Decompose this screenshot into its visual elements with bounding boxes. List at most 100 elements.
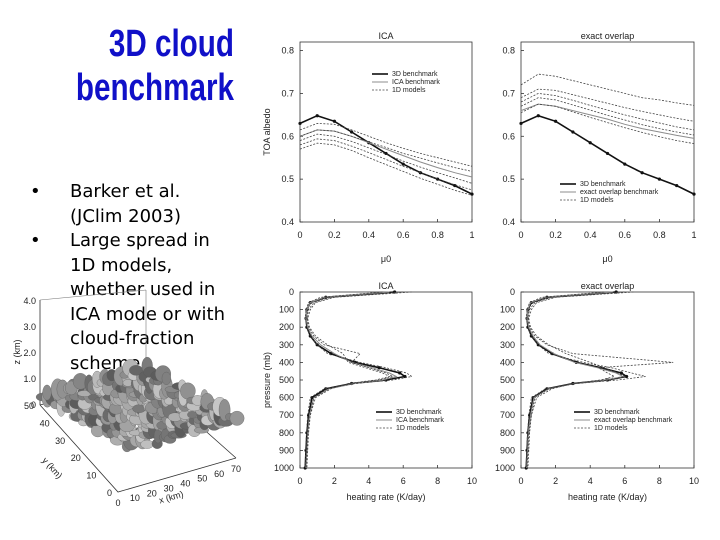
model-line-6 <box>299 138 473 191</box>
z-tick-label: 2.0 <box>23 348 36 358</box>
y-tick-label: 1000 <box>495 463 515 473</box>
y-axis-label: y (km) <box>40 455 64 480</box>
data-point <box>519 121 523 126</box>
cloud-field-3d-image: 0 1.0 2.0 3.0 4.0 z (km) 0 10 20 30 40 50 60 70 x (km)… <box>12 289 245 508</box>
x-tick-label: 6 <box>622 476 627 486</box>
x-tick-label: 0.2 <box>549 230 562 240</box>
y-tick-label: 1000 <box>274 463 294 473</box>
model-line-3 <box>305 291 404 469</box>
y-tick-label: 0 <box>107 488 112 498</box>
model-line-4 <box>525 291 646 469</box>
data-point <box>588 141 592 145</box>
y-tick-label: 0.6 <box>281 131 294 141</box>
x-tick-label: 0.6 <box>397 230 410 240</box>
series-line-ref <box>526 291 625 469</box>
y-tick-label: 400 <box>279 357 294 367</box>
chart-panels: 0 0.2 0.4 0.6 0.8 1 0.4 0.5 0.6 0.7 0.8 ICA μ0 TOA al… <box>262 31 699 502</box>
cloud-blob <box>161 371 172 385</box>
model-line-3 <box>299 122 473 167</box>
x-tick-label: 4 <box>588 476 593 486</box>
x-tick-label: 6 <box>401 476 406 486</box>
y-tick-label: 400 <box>500 357 515 367</box>
model-line-3 <box>526 291 674 469</box>
x-tick-label: 0 <box>297 476 302 486</box>
data-point <box>436 177 440 181</box>
y-tick-label: 600 <box>279 393 294 403</box>
data-point <box>536 114 540 118</box>
y-tick-label: 0.7 <box>502 88 515 98</box>
y-tick-label: 0.4 <box>502 217 515 227</box>
y-tick-label: 0.7 <box>281 88 294 98</box>
data-point <box>298 121 302 126</box>
data-point <box>619 371 623 375</box>
cloud-blob <box>42 384 52 401</box>
x-axis-label: heating rate (K/day) <box>346 492 425 502</box>
y-tick-label: 0.4 <box>281 217 294 227</box>
legend-label: 1D models <box>594 425 628 432</box>
series-line-ref <box>520 103 695 139</box>
x-tick-label: 8 <box>657 476 662 486</box>
x-tick-label: 0 <box>297 230 302 240</box>
y-tick-label: 40 <box>40 418 50 428</box>
y-tick-label: 200 <box>279 322 294 332</box>
model-line-4 <box>299 129 473 172</box>
x-tick-label: 1 <box>691 230 696 240</box>
z-axis-label: z (km) <box>12 340 22 365</box>
x-tick-label: 50 <box>197 474 207 484</box>
data-point <box>332 119 336 123</box>
y-tick-label: 0.8 <box>281 46 294 56</box>
chart-panel-1: 0 0.2 0.4 0.6 0.8 1 0.4 0.5 0.6 0.7 0.8 ICA μ0 TOA al… <box>262 31 475 264</box>
data-point <box>623 162 627 166</box>
y-tick-label: 900 <box>279 445 294 455</box>
chart-panel-4: 0 2 4 6 8 1001002003004005006007008009001000e… <box>495 281 699 502</box>
model-line-5 <box>299 133 473 184</box>
y-tick-label: 100 <box>500 305 515 315</box>
z-tick-label: 1.0 <box>23 374 36 384</box>
y-tick-label: 0 <box>510 287 515 297</box>
x-tick-label: 4 <box>366 476 371 486</box>
legend-label: ICA benchmark <box>392 79 440 86</box>
model-line-3 <box>520 73 695 106</box>
y-tick-label: 700 <box>500 410 515 420</box>
y-tick-label: 0 <box>289 287 294 297</box>
data-point <box>315 114 319 118</box>
data-point <box>624 374 629 379</box>
legend-label: ICA benchmark <box>396 417 444 424</box>
y-tick-label: 0.6 <box>502 131 515 141</box>
x-tick-label: 10 <box>130 493 140 503</box>
data-point <box>692 192 696 196</box>
slide-title: 3D cloud benchmark <box>75 22 234 110</box>
x-tick-label: 0.4 <box>363 230 376 240</box>
data-point <box>571 130 575 134</box>
data-point <box>377 366 381 370</box>
x-tick-label: 60 <box>214 469 224 479</box>
data-point <box>398 371 402 375</box>
legend-label: 3D benchmark <box>594 409 640 416</box>
x-tick-label: 0.6 <box>619 230 632 240</box>
legend-label: 3D benchmark <box>392 71 438 78</box>
z-tick-label: 0 <box>31 400 36 410</box>
x-tick-label: 70 <box>231 464 241 474</box>
y-tick-label: 100 <box>279 305 294 315</box>
x-tick-label: 0.8 <box>653 230 666 240</box>
data-point <box>657 177 662 181</box>
data-point <box>401 162 405 166</box>
chart-panel-2: 0 0.2 0.4 0.6 0.8 1 0.4 0.5 0.6 0.7 0.8 exact overl… <box>502 31 696 264</box>
x-tick-label: 10 <box>689 476 699 486</box>
x-tick-label: 0.2 <box>328 230 341 240</box>
series-line-ref <box>305 291 398 469</box>
z-tick-label: 4.0 <box>23 296 36 306</box>
legend-label: exact overlap benchmark <box>580 189 659 196</box>
x-tick-label: 1 <box>469 230 474 240</box>
x-axis-label: heating rate (K/day) <box>568 492 647 502</box>
y-tick-label: 500 <box>500 375 515 385</box>
data-point <box>350 130 354 134</box>
y-tick-label: 20 <box>71 453 81 463</box>
z-tick-label: 3.0 <box>23 322 36 332</box>
slide-title-line1: 3D cloud <box>108 23 234 65</box>
x-tick-label: 2 <box>553 476 558 486</box>
